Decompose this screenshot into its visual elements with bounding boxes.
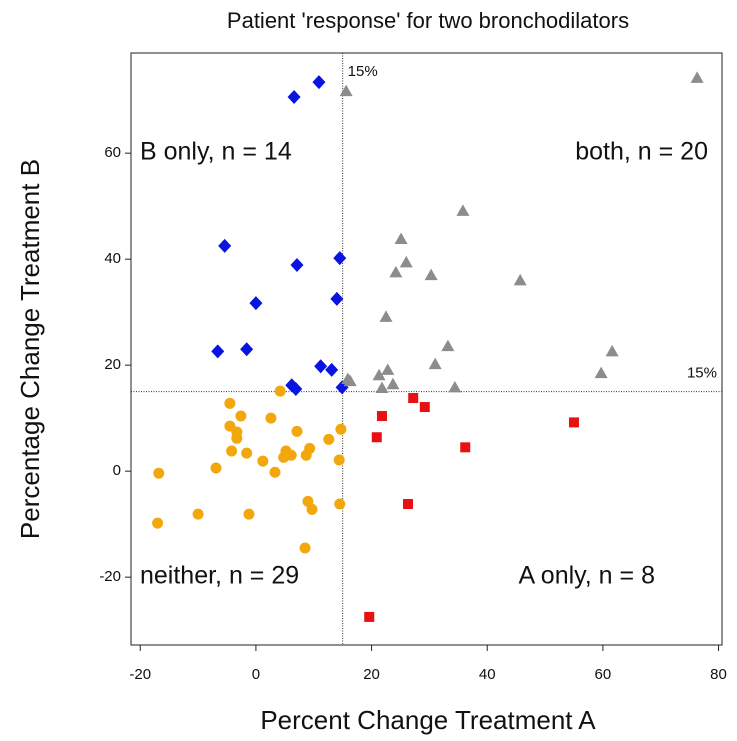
point (210, 462, 222, 474)
point (325, 362, 339, 377)
point (376, 411, 387, 422)
y-tick-label: 60 (104, 144, 121, 161)
point (274, 385, 286, 397)
point (424, 268, 438, 281)
point (306, 503, 318, 515)
point (333, 454, 345, 466)
x-tick-label: 60 (595, 666, 612, 683)
point (241, 447, 253, 459)
point (240, 342, 254, 357)
point (394, 232, 408, 245)
point (243, 508, 255, 520)
point (330, 291, 344, 306)
point (399, 255, 413, 268)
point (334, 498, 346, 510)
chart-title: Patient 'response' for two bronchodilato… (227, 8, 629, 33)
x-tick-label: 80 (710, 666, 727, 683)
point (343, 374, 357, 387)
y-tick-label: -20 (99, 568, 121, 585)
point (300, 449, 312, 461)
point (375, 381, 389, 393)
point (371, 432, 382, 443)
point (364, 611, 375, 622)
point (568, 417, 579, 428)
point (513, 273, 527, 286)
x-tick-label: 40 (479, 666, 496, 683)
point (441, 339, 455, 352)
x-tick-label: 0 (252, 666, 260, 683)
point (290, 257, 304, 272)
point (224, 397, 236, 409)
point (333, 251, 347, 266)
point (299, 542, 311, 554)
point (314, 359, 328, 374)
point (257, 455, 269, 467)
point (211, 344, 225, 359)
point (456, 204, 470, 216)
point (690, 71, 704, 83)
x-axis-label: Percent Change Treatment A (260, 705, 596, 735)
point (386, 377, 400, 390)
point (408, 393, 419, 404)
quadrant-label: B only, n = 14 (140, 138, 292, 166)
quadrant-label: neither, n = 29 (140, 562, 299, 590)
point (249, 296, 263, 311)
point (231, 432, 243, 444)
point (278, 451, 290, 463)
x-tick-label: 20 (363, 666, 380, 683)
point (226, 445, 238, 457)
x-tick-label: -20 (129, 666, 151, 683)
point (323, 433, 335, 445)
plot-frame (130, 52, 723, 646)
point (218, 238, 232, 253)
point (605, 344, 619, 357)
point (192, 508, 204, 520)
reference-label: 15% (348, 63, 378, 80)
y-tick-label: 0 (113, 462, 121, 479)
point (287, 89, 301, 104)
point (402, 499, 413, 510)
point (419, 402, 430, 413)
quadrant-label: A only, n = 8 (519, 562, 655, 590)
point (379, 310, 393, 322)
point (153, 467, 165, 479)
point (428, 357, 442, 370)
point (291, 425, 303, 437)
point (339, 84, 353, 97)
point (265, 412, 277, 424)
point (381, 363, 395, 375)
point (372, 368, 386, 381)
point (235, 410, 247, 422)
point (335, 423, 347, 435)
y-tick-label: 40 (104, 250, 121, 267)
y-tick-label: 20 (104, 356, 121, 373)
point (224, 420, 236, 432)
point (312, 75, 326, 90)
point (448, 380, 462, 393)
point (460, 442, 471, 453)
quadrant-label: both, n = 20 (575, 138, 708, 166)
point (594, 366, 608, 379)
y-axis-label: Percentage Change Treatment B (15, 159, 45, 539)
reference-label: 15% (687, 365, 717, 382)
point (289, 382, 303, 397)
point (152, 517, 164, 529)
point (389, 265, 403, 278)
point (269, 466, 281, 478)
